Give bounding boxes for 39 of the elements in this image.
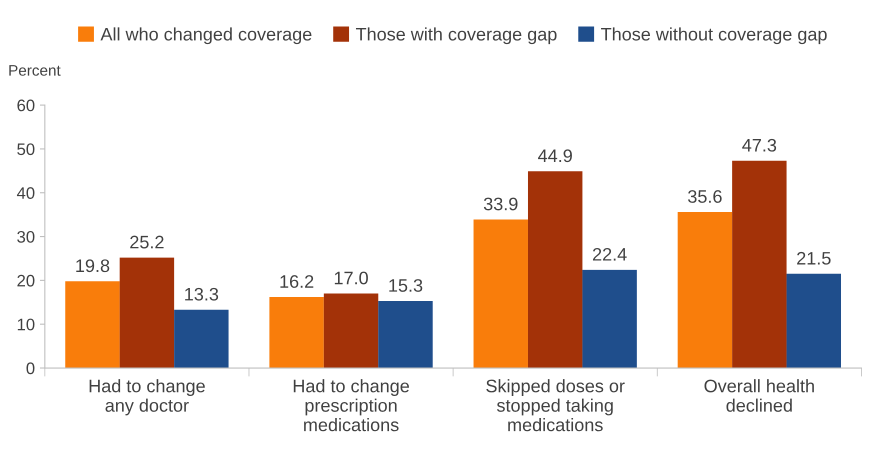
bar: [786, 274, 842, 368]
data-label: 13.3: [185, 288, 218, 301]
bar: [65, 281, 120, 368]
data-label: 25.2: [130, 236, 164, 248]
bar: [378, 300, 433, 368]
x-tick-label: Had to change any doctor: [90, 379, 205, 416]
x-tick-label: Had to change prescription medications: [294, 379, 409, 432]
y-tick-label: 20: [17, 274, 34, 287]
bar: [582, 270, 637, 368]
bar: [732, 160, 787, 368]
y-tick-label: 60: [17, 100, 34, 112]
bar: [174, 310, 229, 368]
bar: [474, 219, 528, 368]
data-label: 19.8: [76, 259, 110, 272]
data-label: 15.3: [389, 279, 422, 292]
legend-label: All who changed coverage: [100, 27, 312, 44]
legend-label: Those with coverage gap: [356, 27, 557, 44]
x-tick-label: Skipped doses or stopped taking medications: [486, 379, 625, 432]
data-label: 47.3: [742, 138, 776, 152]
data-label: 21.5: [797, 252, 831, 265]
data-label: 22.4: [592, 248, 627, 261]
y-axis-title: Percent: [9, 65, 61, 76]
data-label: 44.9: [538, 149, 572, 162]
y-tick-label: 30: [17, 230, 34, 243]
y-tick-label: 0: [26, 362, 34, 374]
x-tick-label: Overall health declined: [704, 379, 814, 412]
legend-label: Those without coverage gap: [601, 27, 827, 44]
data-label: 16.2: [280, 275, 314, 288]
data-label: 17.0: [334, 272, 368, 284]
data-label: 33.9: [484, 198, 518, 210]
y-tick-label: 50: [17, 143, 34, 156]
bar: [324, 294, 378, 368]
y-tick-label: 10: [18, 318, 34, 330]
bar: [120, 258, 174, 368]
y-tick-label: 40: [16, 187, 34, 199]
bar: [528, 171, 582, 368]
bar: [678, 212, 732, 368]
bar: [269, 297, 324, 368]
data-label: 35.6: [688, 190, 722, 203]
